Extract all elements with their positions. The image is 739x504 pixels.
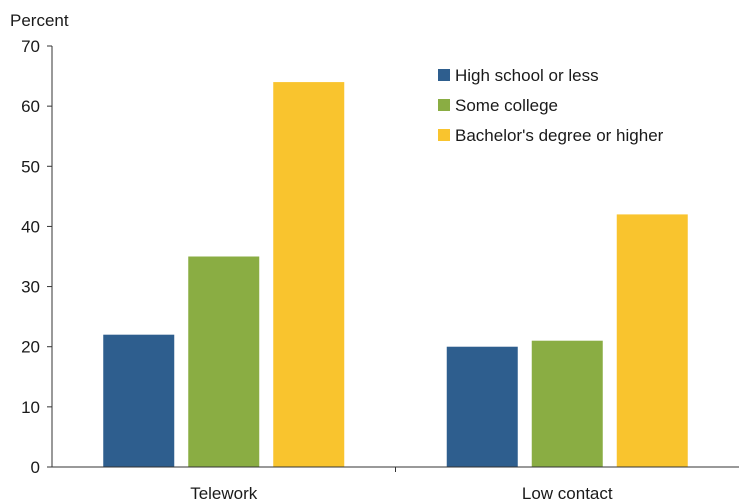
bar: [273, 82, 345, 467]
legend-swatch: [438, 129, 450, 141]
y-tick-label: 20: [21, 338, 40, 357]
y-tick-label: 70: [21, 37, 40, 56]
bar: [531, 340, 603, 467]
legend: High school or less Some college Bachelor'…: [438, 66, 664, 145]
bars: [103, 82, 688, 467]
y-tick-label: 50: [21, 157, 40, 176]
y-axis-unit-label: Percent: [10, 11, 69, 30]
legend-swatch: [438, 69, 450, 81]
y-tick-label: 60: [21, 97, 40, 116]
bar: [103, 334, 175, 467]
y-tick-label: 40: [21, 217, 40, 236]
y-axis: 0 10 20 30 40 50 60 70: [21, 37, 53, 477]
bar: [188, 256, 260, 467]
x-category-label: Telework: [190, 484, 258, 503]
bar: [446, 346, 518, 467]
x-category-label: Low contact: [522, 484, 613, 503]
legend-label: High school or less: [455, 66, 599, 85]
legend-label: Some college: [455, 96, 558, 115]
legend-swatch: [438, 99, 450, 111]
x-axis: Telework Low contact: [52, 466, 739, 503]
y-tick-label: 0: [31, 458, 40, 477]
bar: [616, 214, 688, 467]
legend-label: Bachelor's degree or higher: [455, 126, 664, 145]
y-tick-label: 10: [21, 398, 40, 417]
y-tick-label: 30: [21, 278, 40, 297]
